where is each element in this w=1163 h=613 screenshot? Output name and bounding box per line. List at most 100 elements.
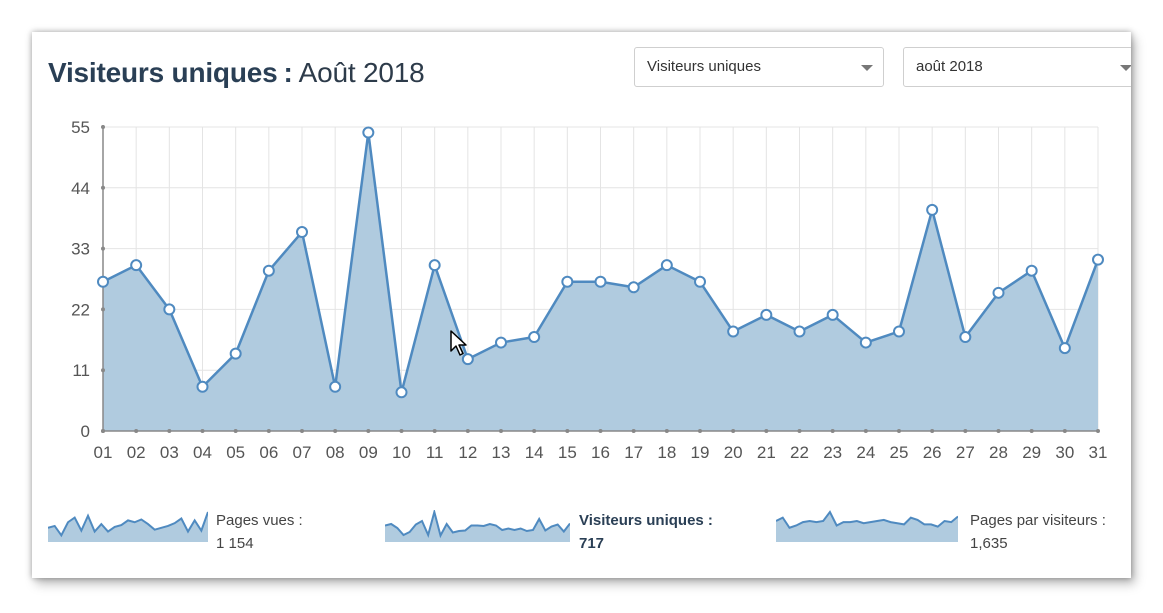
summary-value: 1 154 (216, 535, 254, 552)
x-tick-mark (963, 429, 968, 433)
sparkline-line (776, 510, 958, 529)
x-tick-mark (897, 429, 901, 433)
x-tick-mark (499, 429, 503, 433)
x-tick-mark (532, 429, 537, 433)
x-tick-mark (731, 429, 736, 433)
x-tick-mark (698, 429, 702, 433)
x-tick-mark (432, 429, 437, 433)
x-tick-mark (134, 429, 139, 433)
data-point (926, 203, 939, 216)
x-tick-label: 17 (624, 443, 643, 462)
data-point (594, 275, 607, 288)
x-tick-mark (565, 429, 570, 433)
sparkline-pages-par-visiteurs (776, 510, 958, 542)
metric-select[interactable]: Visiteurs uniques (634, 47, 884, 87)
title-separator: : (283, 57, 293, 88)
x-tick-mark (664, 429, 669, 433)
x-tick-label: 13 (492, 443, 511, 462)
x-tick-mark (233, 429, 238, 433)
x-tick-mark (1029, 429, 1034, 433)
x-tick-mark (266, 429, 271, 433)
x-tick-mark (300, 429, 304, 433)
x-tick-label: 30 (1055, 443, 1074, 462)
sparkline-pages-vues (48, 511, 208, 542)
x-tick-label: 06 (259, 443, 278, 462)
x-tick-label: 25 (890, 443, 909, 462)
sparkline-visiteurs-uniques (385, 510, 570, 542)
y-tick-label: 22 (71, 300, 90, 319)
x-tick-label: 16 (591, 443, 610, 462)
x-tick-mark (167, 429, 172, 433)
x-tick-label: 29 (1022, 443, 1041, 462)
x-tick-label: 02 (127, 443, 146, 462)
chevron-down-icon (1120, 65, 1131, 71)
x-tick-label: 27 (956, 443, 975, 462)
data-point (727, 325, 740, 338)
data-point (97, 275, 109, 288)
y-tick-label: 11 (72, 361, 90, 380)
sparkline-area (48, 512, 208, 542)
x-tick-label: 28 (989, 443, 1008, 462)
month-select[interactable]: août 2018 (903, 47, 1131, 87)
data-point (959, 331, 972, 344)
x-tick-mark (631, 429, 636, 433)
y-tick-label: 33 (71, 240, 90, 259)
x-tick-label: 22 (790, 443, 809, 462)
x-tick-label: 01 (94, 443, 113, 462)
data-point (362, 126, 375, 139)
data-point (859, 336, 872, 349)
sparkline-area (776, 512, 958, 542)
y-tick-label: 44 (71, 179, 90, 198)
x-tick-label: 11 (426, 443, 444, 462)
y-tick-mark (101, 307, 105, 312)
x-tick-label: 03 (160, 443, 179, 462)
data-point (660, 259, 673, 272)
mouse-cursor-icon (450, 330, 467, 356)
data-point (1092, 253, 1104, 266)
x-tick-label: 15 (558, 443, 577, 462)
x-tick-mark (366, 429, 371, 433)
data-point (428, 259, 441, 272)
y-tick-mark (101, 246, 105, 251)
x-tick-label: 31 (1089, 443, 1108, 462)
x-tick-label: 24 (856, 443, 875, 462)
data-point (528, 331, 541, 344)
y-tick-label: 55 (71, 118, 90, 137)
summary-value: 1,635 (970, 535, 1008, 552)
chevron-down-icon (861, 65, 873, 71)
x-tick-label: 08 (326, 443, 345, 462)
x-tick-label: 26 (923, 443, 942, 462)
data-point (561, 275, 574, 288)
x-tick-label: 05 (226, 443, 245, 462)
x-tick-label: 23 (823, 443, 842, 462)
title-metric: Visiteurs uniques (48, 57, 278, 88)
data-point (826, 308, 839, 321)
x-tick-label: 07 (293, 443, 312, 462)
data-point (893, 325, 905, 338)
x-tick-mark (200, 429, 205, 433)
summary-label: Visiteurs uniques : (579, 512, 713, 529)
x-tick-mark (1062, 429, 1067, 433)
y-tick-label: 0 (81, 422, 90, 441)
data-point (793, 325, 806, 338)
x-tick-mark (830, 429, 835, 433)
x-tick-mark (764, 429, 769, 433)
x-tick-mark (996, 429, 1001, 433)
x-tick-mark (333, 429, 338, 433)
month-select-value: août 2018 (916, 58, 983, 75)
sparkline-area (385, 512, 570, 542)
data-point (296, 226, 308, 239)
data-point (495, 336, 507, 349)
x-tick-label: 18 (657, 443, 676, 462)
page-title: Visiteurs uniques: Août 2018 (48, 57, 425, 89)
x-tick-mark (930, 429, 935, 433)
data-point (1025, 264, 1038, 277)
y-tick-mark (101, 368, 105, 373)
data-point (1058, 342, 1071, 355)
x-tick-mark (797, 429, 802, 433)
x-tick-label: 09 (359, 443, 378, 462)
x-tick-mark (1096, 429, 1100, 433)
data-point (760, 308, 773, 321)
sparkline-line (385, 510, 570, 539)
x-tick-mark (399, 429, 404, 433)
